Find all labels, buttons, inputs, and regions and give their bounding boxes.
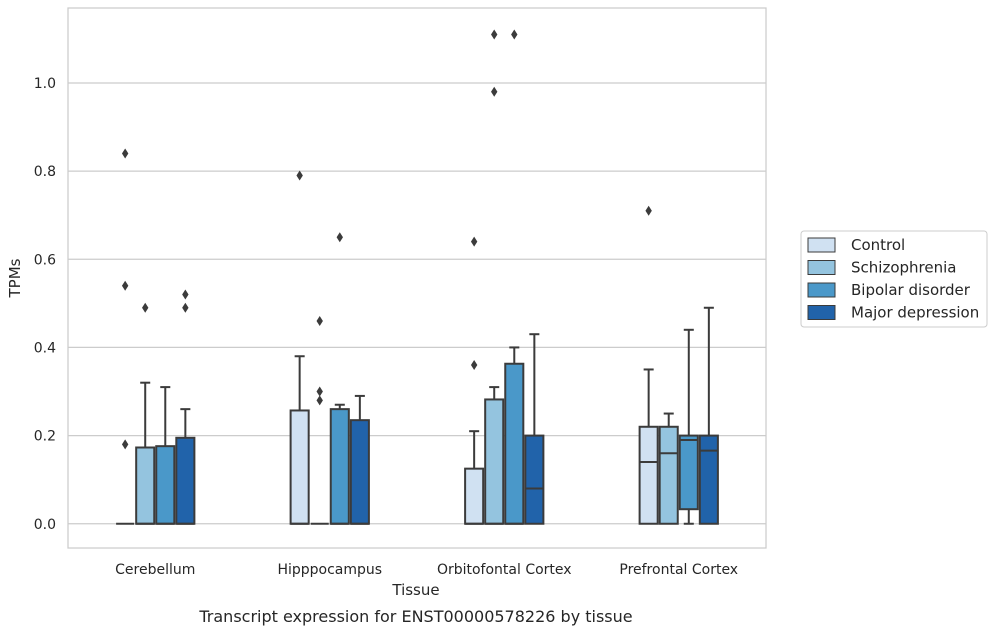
outlier-point bbox=[142, 302, 149, 313]
outlier-point bbox=[121, 148, 129, 159]
y-tick-label: 0.4 bbox=[34, 340, 56, 356]
outlier-point bbox=[470, 360, 478, 371]
legend-swatch bbox=[807, 305, 836, 320]
box bbox=[658, 425, 679, 525]
box bbox=[504, 362, 525, 525]
box-plot bbox=[658, 412, 679, 525]
box bbox=[329, 408, 350, 525]
box bbox=[349, 419, 370, 525]
box bbox=[638, 425, 659, 525]
outlier-point bbox=[491, 86, 498, 97]
box-plot bbox=[310, 315, 329, 525]
outlier-point bbox=[316, 386, 323, 397]
box bbox=[289, 409, 310, 525]
y-tick-label: 0.0 bbox=[34, 517, 56, 533]
box-plot bbox=[116, 148, 135, 525]
outlier-point bbox=[511, 29, 518, 40]
box bbox=[175, 436, 196, 525]
box bbox=[678, 434, 699, 511]
outlier-point bbox=[470, 236, 478, 247]
legend-frame bbox=[800, 230, 988, 328]
y-tick-labels: 0.0 0.2 0.4 0.6 0.8 1.0 bbox=[34, 76, 56, 533]
y-tick-label: 1.0 bbox=[34, 76, 56, 92]
y-axis-title: TPMs bbox=[6, 258, 24, 298]
box-plot bbox=[289, 170, 310, 525]
box-plot bbox=[175, 289, 196, 525]
outlier-point bbox=[491, 29, 498, 40]
outlier-point bbox=[336, 232, 343, 243]
y-tick-label: 0.6 bbox=[34, 252, 56, 268]
x-tick-labels: Cerebellum Hipppocampus Orbitofontal Corte… bbox=[115, 562, 738, 578]
outlier-point bbox=[182, 289, 189, 300]
outlier-point bbox=[182, 302, 189, 313]
box bbox=[484, 398, 505, 525]
box-plot bbox=[524, 333, 545, 525]
box-plot bbox=[504, 29, 525, 525]
plot-frame bbox=[67, 7, 767, 549]
outlier-point bbox=[121, 280, 129, 291]
legend-label: Major depression bbox=[851, 304, 979, 322]
outlier-point bbox=[316, 395, 323, 406]
x-tick-label: Hipppocampus bbox=[277, 562, 382, 578]
legend: Control Schizophrenia Bipolar disorder Majo… bbox=[800, 230, 988, 328]
box-plot bbox=[698, 306, 719, 525]
box-plot bbox=[349, 394, 370, 525]
box-plot bbox=[135, 302, 156, 525]
box bbox=[698, 434, 719, 525]
box bbox=[155, 445, 176, 525]
legend-swatch bbox=[807, 260, 836, 275]
box bbox=[464, 467, 485, 525]
legend-label: Bipolar disorder bbox=[851, 281, 971, 299]
box-plot bbox=[329, 232, 350, 525]
outlier-point bbox=[645, 205, 652, 216]
y-tick-label: 0.8 bbox=[34, 164, 56, 180]
chart-caption: Transcript expression for ENST0000057822… bbox=[198, 607, 632, 626]
x-tick-label: Prefrontal Cortex bbox=[619, 562, 738, 578]
x-tick-label: Cerebellum bbox=[115, 562, 195, 578]
box bbox=[524, 434, 545, 525]
y-tick-label: 0.2 bbox=[34, 429, 56, 445]
outlier-point bbox=[121, 439, 129, 450]
box-plot bbox=[484, 29, 505, 525]
legend-swatch bbox=[807, 282, 836, 298]
box bbox=[135, 446, 156, 525]
box-plot bbox=[638, 205, 659, 525]
x-axis-title: Tissue bbox=[391, 581, 439, 599]
legend-label: Control bbox=[851, 236, 905, 254]
box-plot bbox=[155, 386, 176, 525]
box-plot bbox=[678, 328, 699, 525]
box-groups bbox=[116, 29, 719, 525]
legend-swatch bbox=[807, 237, 836, 253]
outlier-point bbox=[296, 170, 303, 181]
legend-label: Schizophrenia bbox=[851, 259, 956, 277]
x-tick-label: Orbitofontal Cortex bbox=[437, 562, 572, 578]
box-plot bbox=[464, 236, 485, 525]
outlier-point bbox=[316, 315, 323, 326]
